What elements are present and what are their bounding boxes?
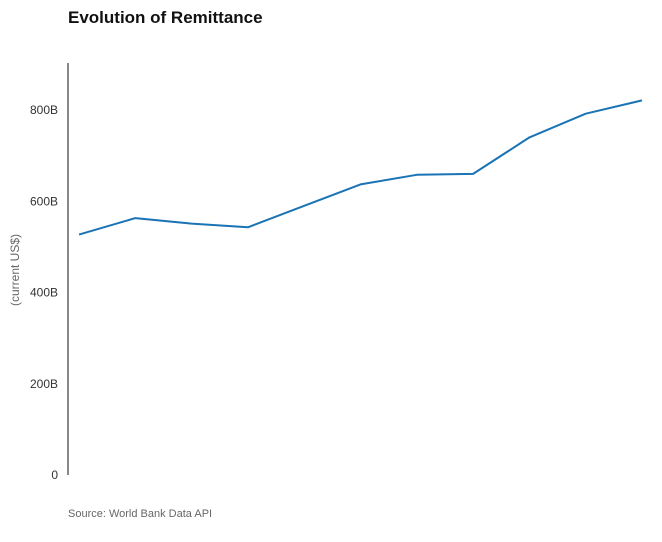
data-point [470,171,476,177]
y-tick-label: 200B [30,377,58,391]
chart-title: Evolution of Remittance [68,8,263,27]
data-point [639,97,645,103]
data-point [132,215,138,221]
series-line [78,99,643,236]
y-tick-label: 600B [30,194,58,208]
data-point [358,181,364,187]
y-axis-label: (current US$) [8,234,22,306]
y-tick-label: 800B [30,103,58,117]
series-layer [76,97,645,238]
data-point [583,111,589,117]
data-point [76,232,82,238]
data-point [414,172,420,178]
y-tick-label: 0 [51,468,58,482]
y-axis-ticks: 0 200B 400B 600B 800B [30,103,58,482]
data-point [189,221,195,227]
data-point [526,134,532,140]
y-tick-label: 400B [30,286,58,300]
data-point [301,203,307,209]
source-note: Source: World Bank Data API [68,508,212,520]
data-point [245,224,251,230]
